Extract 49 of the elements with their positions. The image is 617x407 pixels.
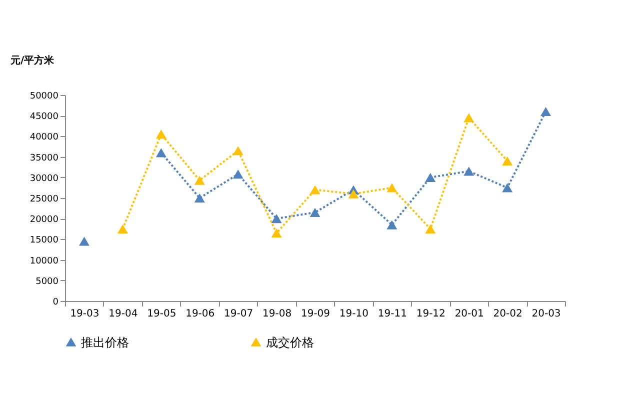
x-tick-label: 19-11 — [378, 308, 407, 320]
y-tick-label: 45000 — [30, 112, 59, 122]
y-tick-label: 40000 — [30, 132, 59, 143]
point — [232, 146, 244, 156]
point — [310, 185, 320, 194]
x-tick-label: 19-10 — [339, 308, 368, 320]
x-tick-label: 19-07 — [224, 308, 254, 320]
x-tick-label: 19-03 — [70, 308, 100, 320]
y-tick-label: 20000 — [30, 215, 59, 226]
y-tick-label: 5000 — [36, 276, 59, 287]
x-tick-label: 19-04 — [108, 308, 138, 320]
point — [117, 224, 128, 234]
point — [348, 189, 359, 198]
point — [502, 156, 513, 166]
point — [540, 106, 552, 116]
y-tick-label: 15000 — [30, 236, 59, 246]
point — [386, 183, 398, 192]
y-axis-title: 元/平方米 — [10, 54, 56, 66]
point — [156, 130, 166, 139]
y-tick-label: 0 — [52, 298, 59, 308]
y-tick-label: 50000 — [30, 92, 59, 102]
legend-label: 推出价格 — [81, 335, 129, 350]
x-tick-label: 19-09 — [300, 308, 330, 320]
y-tick-label: 10000 — [30, 256, 59, 266]
point — [78, 236, 90, 246]
point — [425, 172, 436, 182]
point — [386, 220, 398, 230]
x-tick-label: 19-12 — [416, 308, 446, 320]
y-tick-label: 35000 — [30, 153, 59, 164]
x-tick-label: 20-01 — [454, 308, 484, 320]
point — [464, 113, 474, 122]
legend-label: 成交价格 — [266, 335, 314, 350]
x-tick-label: 19-06 — [186, 308, 215, 320]
x-tick-label: 19-05 — [147, 308, 176, 320]
x-tick-label: 20-02 — [493, 308, 522, 320]
point — [271, 214, 282, 224]
point — [464, 166, 474, 176]
point — [232, 170, 244, 179]
point — [310, 208, 320, 217]
y-tick-label: 25000 — [30, 194, 59, 204]
point — [502, 183, 513, 192]
x-tick-label: 20-03 — [532, 308, 561, 320]
y-tick-label: 30000 — [30, 174, 59, 184]
point — [194, 193, 205, 203]
point — [425, 224, 436, 234]
point — [194, 176, 205, 185]
point — [156, 148, 166, 158]
x-tick-label: 19-08 — [262, 308, 292, 320]
point — [271, 228, 282, 238]
